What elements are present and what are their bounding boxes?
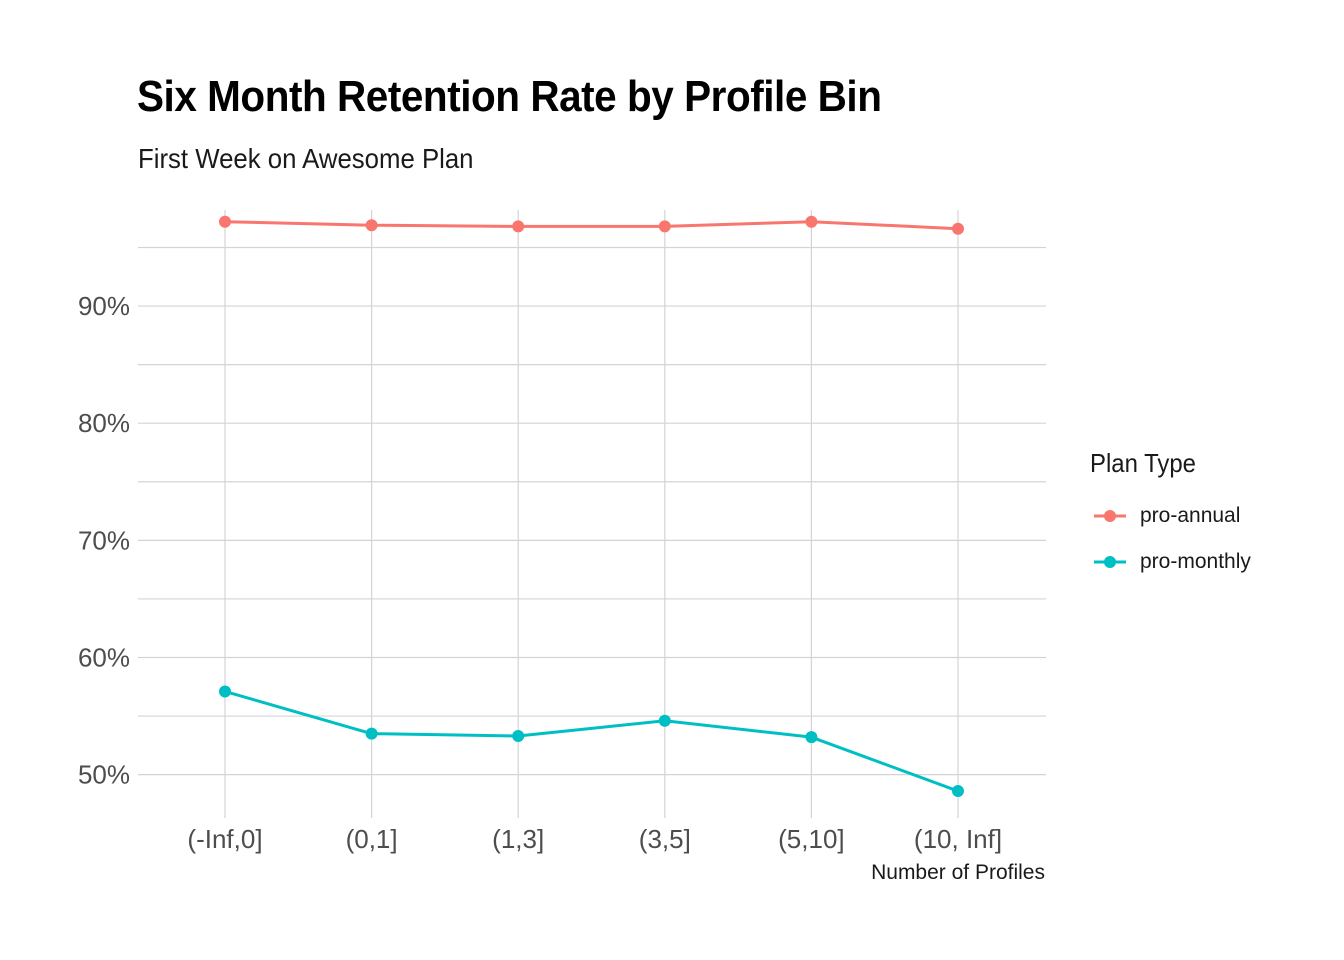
x-axis-ticks: (-Inf,0] (0,1] (1,3] (3,5] (5,10] (10, Inf] xyxy=(187,824,1002,854)
legend-item-pro-annual: pro-annual xyxy=(1090,493,1251,539)
x-tick-label: (0,1] xyxy=(346,824,398,854)
legend-title: Plan Type xyxy=(1090,448,1196,478)
legend-items: pro-annual pro-monthly xyxy=(1090,493,1251,585)
y-axis-ticks: 50% 60% 70% 80% 90% xyxy=(78,291,130,790)
data-point-pro-monthly xyxy=(952,785,964,798)
data-point-pro-annual xyxy=(365,219,378,232)
series-lines xyxy=(219,215,964,798)
legend-label: pro-annual xyxy=(1140,504,1241,527)
legend-label: pro-monthly xyxy=(1140,550,1251,573)
data-point-pro-monthly xyxy=(658,714,671,727)
x-tick-label: (10, Inf] xyxy=(914,824,1002,854)
data-point-pro-monthly xyxy=(512,729,525,742)
chart-title: Six Month Retention Rate by Profile Bin xyxy=(137,72,882,121)
data-point-pro-annual xyxy=(219,215,231,228)
legend: Plan Type pro-annual pro-monthly xyxy=(1090,448,1251,585)
y-tick-label: 60% xyxy=(78,643,130,673)
data-point-pro-monthly xyxy=(365,727,378,740)
data-point-pro-annual xyxy=(952,222,964,235)
x-tick-label: (3,5] xyxy=(639,824,691,854)
x-tick-label: (1,3] xyxy=(492,824,544,854)
data-point-pro-monthly xyxy=(805,731,818,744)
legend-key-point xyxy=(1104,556,1116,568)
legend-item-pro-monthly: pro-monthly xyxy=(1090,539,1251,585)
data-point-pro-annual xyxy=(512,220,525,233)
y-tick-label: 80% xyxy=(78,408,130,438)
y-tick-label: 70% xyxy=(78,525,130,555)
x-tick-label: (-Inf,0] xyxy=(187,824,262,854)
y-tick-label: 50% xyxy=(78,760,130,790)
x-tick-label: (5,10] xyxy=(778,824,845,854)
legend-key-pro-annual xyxy=(1094,510,1126,522)
series-line-pro-annual xyxy=(224,220,959,231)
data-point-pro-annual xyxy=(658,220,671,233)
legend-key-pro-monthly xyxy=(1094,556,1126,568)
data-point-pro-monthly xyxy=(219,685,231,698)
legend-key-point xyxy=(1104,510,1116,522)
x-axis-title: Number of Profiles xyxy=(871,861,1045,884)
data-point-pro-annual xyxy=(805,215,818,228)
series-line-pro-monthly xyxy=(224,690,959,793)
grid-lines xyxy=(138,210,1046,818)
chart-subtitle: First Week on Awesome Plan xyxy=(138,143,474,174)
y-tick-label: 90% xyxy=(78,291,130,321)
